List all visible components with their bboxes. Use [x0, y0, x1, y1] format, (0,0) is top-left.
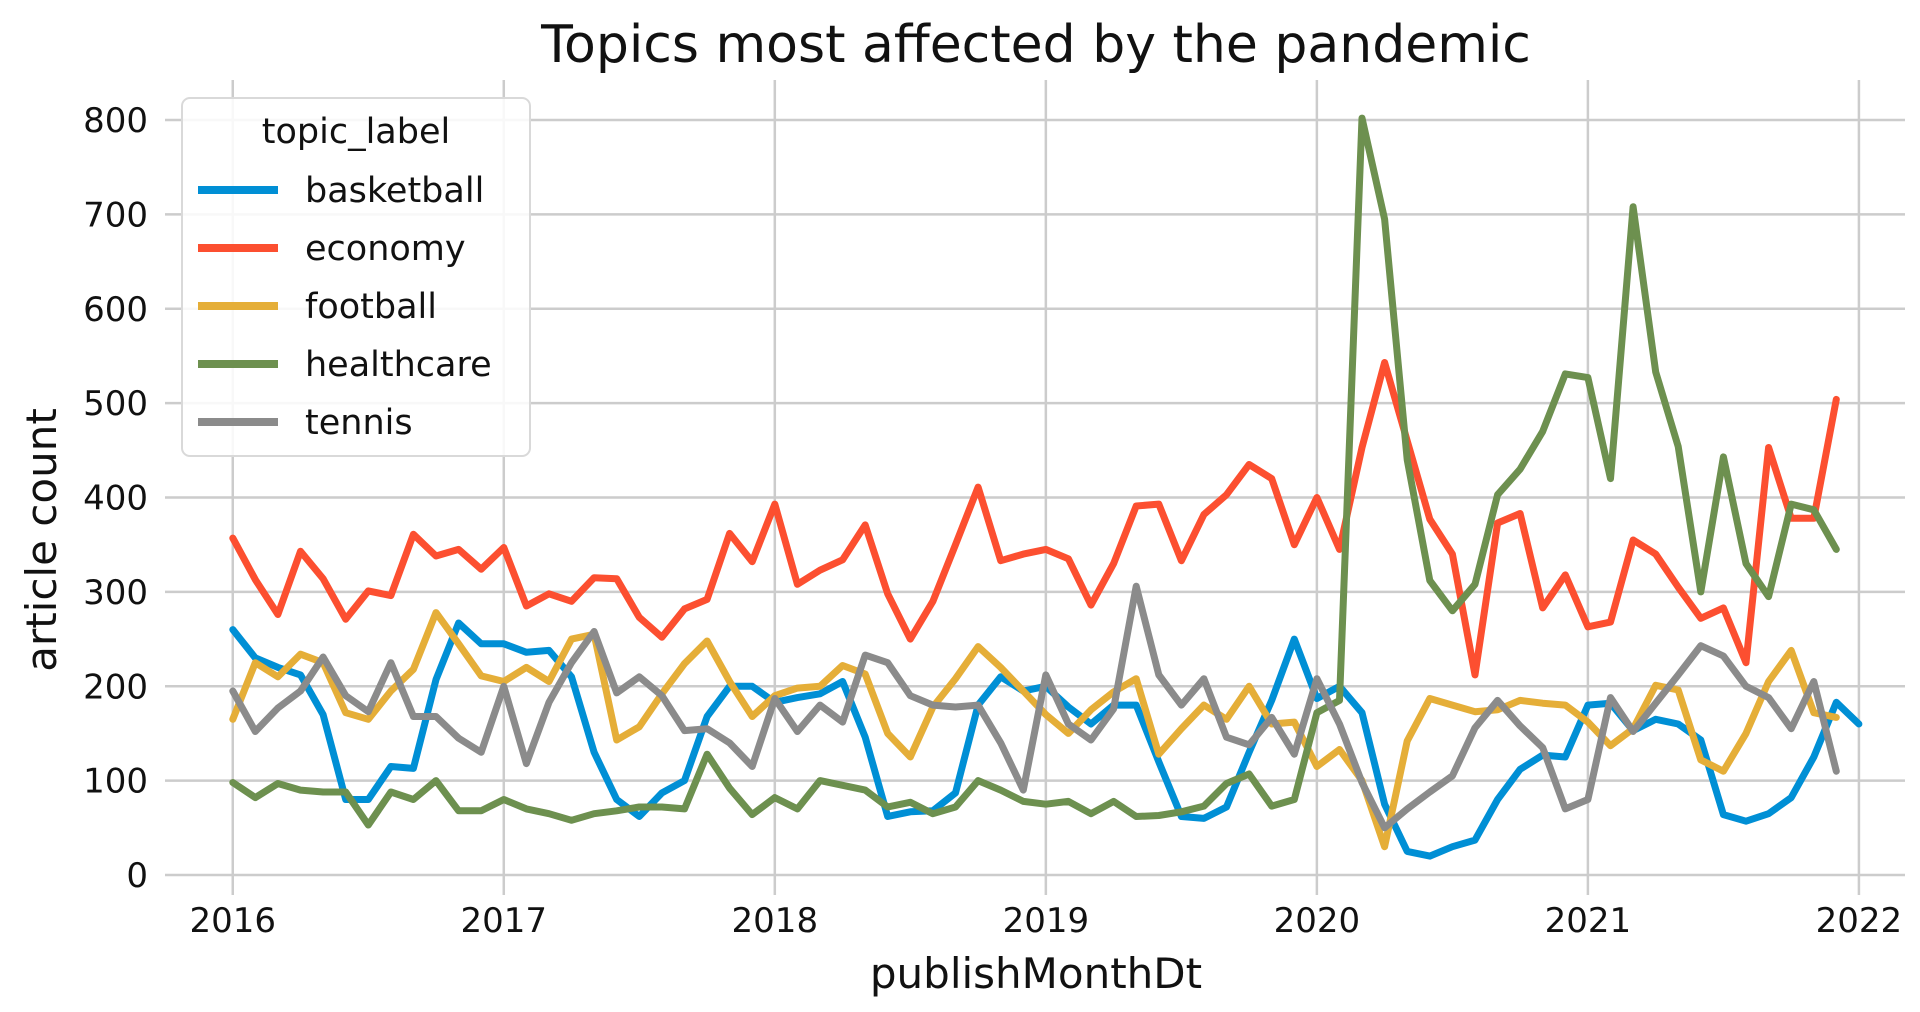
series-line-economy — [229, 359, 1840, 679]
y-tick-label: 0 — [126, 856, 148, 896]
chart-title: Topics most affected by the pandemic — [540, 15, 1531, 75]
y-tick-label: 700 — [83, 195, 148, 235]
y-tick-label: 800 — [83, 101, 148, 141]
legend: topic_label basketball economy football hea… — [181, 97, 531, 457]
y-tick-label: 600 — [83, 290, 148, 330]
legend-title: topic_label — [262, 112, 450, 152]
x-tick-label: 2017 — [461, 901, 548, 941]
x-tick-label: 2019 — [1003, 901, 1090, 941]
y-tick-label: 100 — [83, 762, 148, 802]
x-axis-label: publishMonthDt — [870, 949, 1202, 998]
y-tick-label: 500 — [83, 384, 148, 424]
y-axis-label: article count — [17, 408, 66, 672]
y-tick-label: 200 — [83, 667, 148, 707]
x-tick-label: 2021 — [1545, 901, 1632, 941]
plot-area — [229, 114, 1863, 860]
x-axis-ticks: 2016 2017 2018 2019 2020 2021 2022 — [189, 901, 1902, 941]
legend-label-tennis: tennis — [305, 403, 413, 443]
legend-label-healthcare: healthcare — [305, 345, 492, 385]
legend-label-football: football — [305, 287, 437, 327]
series-line-tennis — [229, 582, 1840, 832]
x-tick-label: 2022 — [1816, 901, 1903, 941]
legend-label-economy: economy — [305, 229, 466, 269]
y-tick-label: 300 — [83, 573, 148, 613]
x-tick-label: 2016 — [189, 901, 276, 941]
x-tick-label: 2020 — [1274, 901, 1361, 941]
series-line-healthcare — [229, 114, 1840, 829]
series-line-football — [229, 609, 1840, 851]
x-tick-label: 2018 — [732, 901, 819, 941]
legend-label-basketball: basketball — [305, 171, 484, 211]
y-tick-label: 400 — [83, 479, 148, 519]
y-axis-ticks: 0 100 200 300 400 500 600 700 800 — [83, 101, 148, 896]
